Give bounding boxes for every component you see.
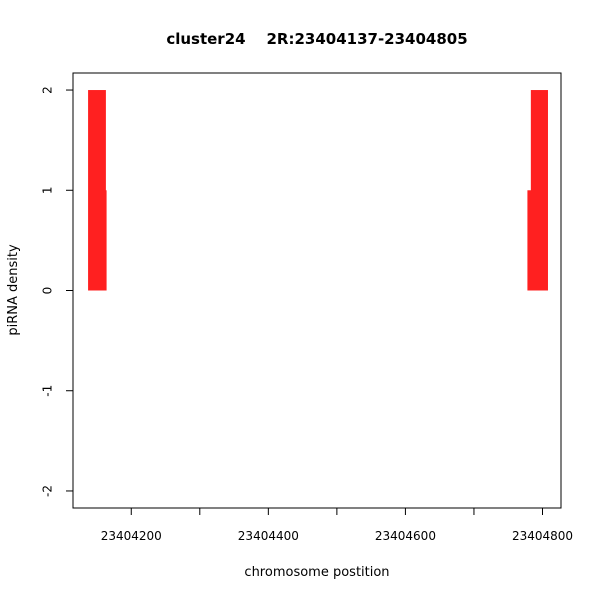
- chart-title: cluster24 2R:23404137-23404805: [166, 30, 467, 48]
- x-axis: 23404200 23404400 23404600 23404800: [101, 508, 573, 543]
- x-tick-label: 23404200: [101, 529, 162, 543]
- bar-0-3: [527, 190, 546, 291]
- y-tick-label: -2: [41, 485, 55, 497]
- plot-area: [88, 90, 548, 291]
- x-axis-label: chromosome postition: [244, 565, 389, 580]
- y-axis: -2 -1 0 1 2: [41, 86, 73, 497]
- y-tick-label: 0: [41, 287, 55, 295]
- y-tick-label: 2: [41, 86, 55, 94]
- y-tick-label: -1: [41, 385, 55, 397]
- bar-0-1: [88, 190, 107, 291]
- y-axis-label: piRNA density: [6, 244, 21, 336]
- y-tick-label: 1: [41, 186, 55, 194]
- x-tick-label: 23404800: [512, 529, 573, 543]
- x-tick-label: 23404600: [375, 529, 436, 543]
- plot-frame: [72, 72, 562, 509]
- x-tick-label: 23404400: [238, 529, 299, 543]
